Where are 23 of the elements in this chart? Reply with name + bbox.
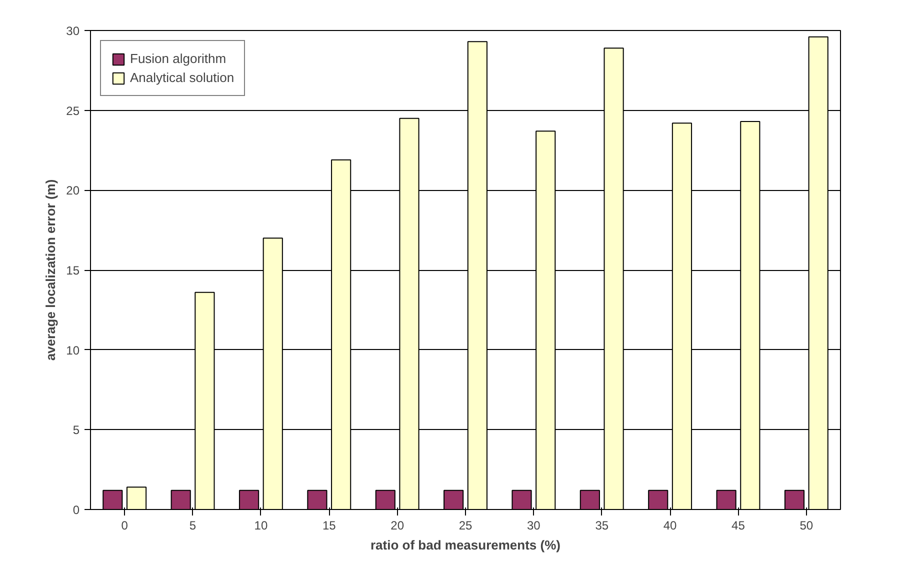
x-tick-label: 15 bbox=[322, 518, 336, 532]
x-tick-label: 40 bbox=[663, 518, 678, 532]
x-tick-label: 20 bbox=[390, 518, 404, 532]
y-tick-label: 20 bbox=[66, 184, 80, 198]
x-tick-label: 5 bbox=[189, 518, 196, 532]
legend-label: Fusion algorithm bbox=[130, 51, 226, 66]
x-tick-label: 35 bbox=[595, 518, 609, 532]
y-tick-label: 10 bbox=[66, 343, 80, 358]
x-tick-label: 0 bbox=[121, 518, 128, 532]
x-axis-title: ratio of bad measurements (%) bbox=[370, 538, 561, 552]
x-tick-label: 45 bbox=[732, 518, 746, 532]
x-tick-label: 30 bbox=[527, 518, 541, 532]
y-axis-title: average localization error (m) bbox=[43, 179, 58, 361]
y-tick-label: 30 bbox=[66, 24, 80, 38]
x-tick-label: 25 bbox=[458, 518, 472, 532]
legend-label: Analytical solution bbox=[130, 70, 234, 85]
y-tick-label: 5 bbox=[72, 423, 80, 438]
x-tick-label: 10 bbox=[254, 518, 268, 532]
x-tick-label: 50 bbox=[800, 518, 814, 532]
y-tick-label: 25 bbox=[66, 104, 80, 118]
y-tick-label: 15 bbox=[66, 264, 80, 278]
bar bbox=[648, 490, 668, 510]
y-tick-label: 0 bbox=[72, 503, 80, 517]
